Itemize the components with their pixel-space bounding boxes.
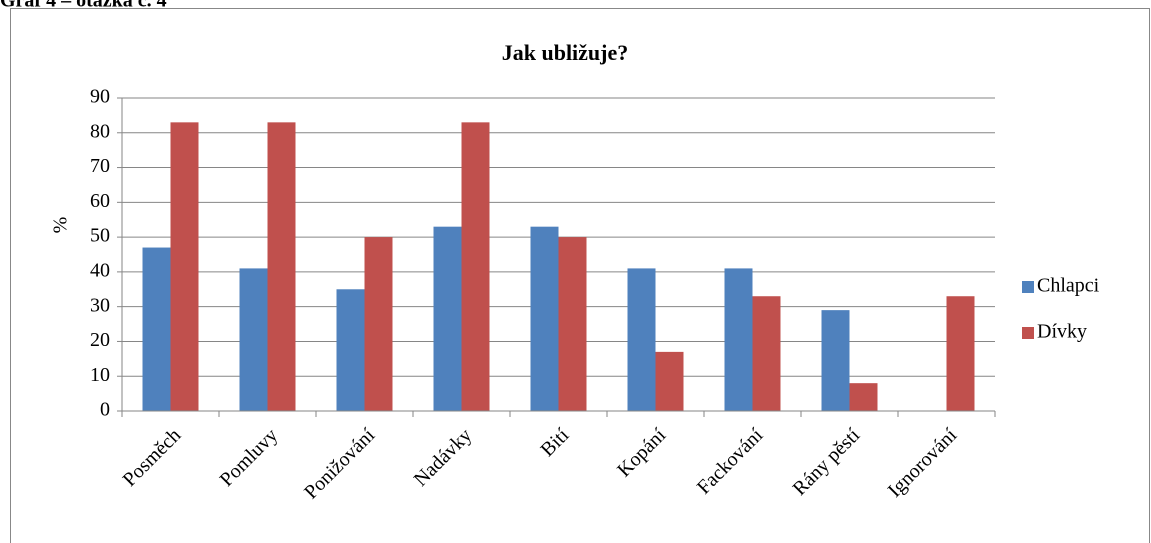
bar — [752, 296, 781, 411]
bar — [946, 296, 975, 411]
heading: Graf 4 – otázka č. 4 — [0, 0, 167, 12]
legend-label: Dívky — [1037, 321, 1087, 343]
bar — [655, 351, 684, 411]
y-tick-label: 10 — [90, 364, 110, 386]
y-tick-label: 30 — [90, 294, 110, 316]
bar — [821, 310, 850, 411]
y-tick-label: 40 — [90, 259, 110, 281]
chart-title: Jak ubližuje? — [502, 40, 629, 65]
y-tick-label: 20 — [90, 329, 110, 351]
bar — [461, 122, 490, 411]
bar — [558, 237, 587, 411]
bar — [142, 247, 171, 411]
bar — [336, 289, 365, 411]
y-tick-label: 90 — [90, 86, 110, 108]
bar — [724, 268, 753, 411]
y-tick-label: 60 — [90, 190, 110, 212]
bar — [627, 268, 656, 411]
legend-swatch — [1022, 327, 1034, 339]
y-tick-label: 70 — [90, 155, 110, 177]
legend-label: Chlapci — [1037, 275, 1100, 297]
y-tick-label: 80 — [90, 120, 110, 142]
bar — [849, 383, 878, 411]
legend-swatch — [1022, 281, 1034, 293]
bar — [267, 122, 296, 411]
bar — [530, 226, 559, 411]
bar — [170, 122, 199, 411]
y-tick-label: 50 — [90, 225, 110, 247]
y-axis-label: % — [50, 217, 72, 234]
bar — [364, 237, 393, 411]
bar — [433, 226, 462, 411]
y-tick-label: 0 — [100, 399, 110, 421]
bar — [239, 268, 268, 411]
